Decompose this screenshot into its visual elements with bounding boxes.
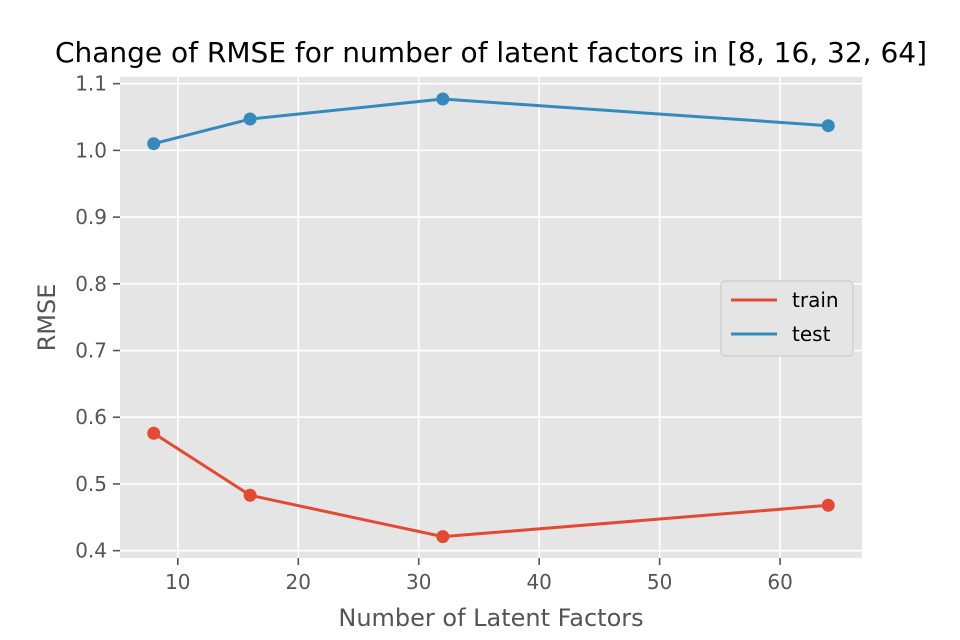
test-point xyxy=(821,119,835,133)
legend: train test xyxy=(720,280,854,357)
train-point xyxy=(243,488,257,502)
train-line xyxy=(152,431,829,539)
x-tick-label: 40 xyxy=(526,570,551,594)
x-axis-label: Number of Latent Factors xyxy=(338,604,643,632)
test-point xyxy=(243,112,257,126)
train-point xyxy=(147,426,161,440)
x-tick-label: 60 xyxy=(767,570,792,594)
series-group xyxy=(147,92,835,544)
x-tick-label: 30 xyxy=(406,570,431,594)
chart-title: Change of RMSE for number of latent fact… xyxy=(55,36,927,69)
y-tick-label: 0.4 xyxy=(75,539,107,563)
train-point xyxy=(821,498,835,512)
axis-ticks: 10 20 30 40 50 60 0.4 0.5 0.6 0.7 0.8 0.9 1.0 1.1 xyxy=(75,72,793,594)
y-tick-label: 0.8 xyxy=(75,272,107,296)
y-tick-label: 0.5 xyxy=(75,472,107,496)
x-tick-label: 20 xyxy=(286,570,311,594)
series-train xyxy=(147,426,835,544)
test-point xyxy=(436,92,450,106)
legend-label-test: test xyxy=(792,322,831,346)
y-tick-label: 0.7 xyxy=(75,339,107,363)
train-point xyxy=(436,530,450,544)
series-test xyxy=(147,92,835,151)
y-tick-label: 1.0 xyxy=(75,138,107,162)
test-line xyxy=(153,97,829,146)
legend-label-train: train xyxy=(792,288,839,312)
x-tick-label: 10 xyxy=(165,570,190,594)
y-axis-label: RMSE xyxy=(33,284,61,352)
y-tick-label: 0.9 xyxy=(75,205,107,229)
x-tick-label: 50 xyxy=(647,570,672,594)
y-tick-label: 1.1 xyxy=(75,72,107,96)
test-point xyxy=(147,137,161,151)
y-tick-label: 0.6 xyxy=(75,405,107,429)
